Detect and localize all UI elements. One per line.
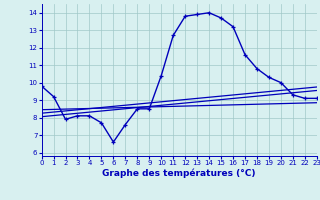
X-axis label: Graphe des températures (°C): Graphe des températures (°C)	[102, 169, 256, 178]
